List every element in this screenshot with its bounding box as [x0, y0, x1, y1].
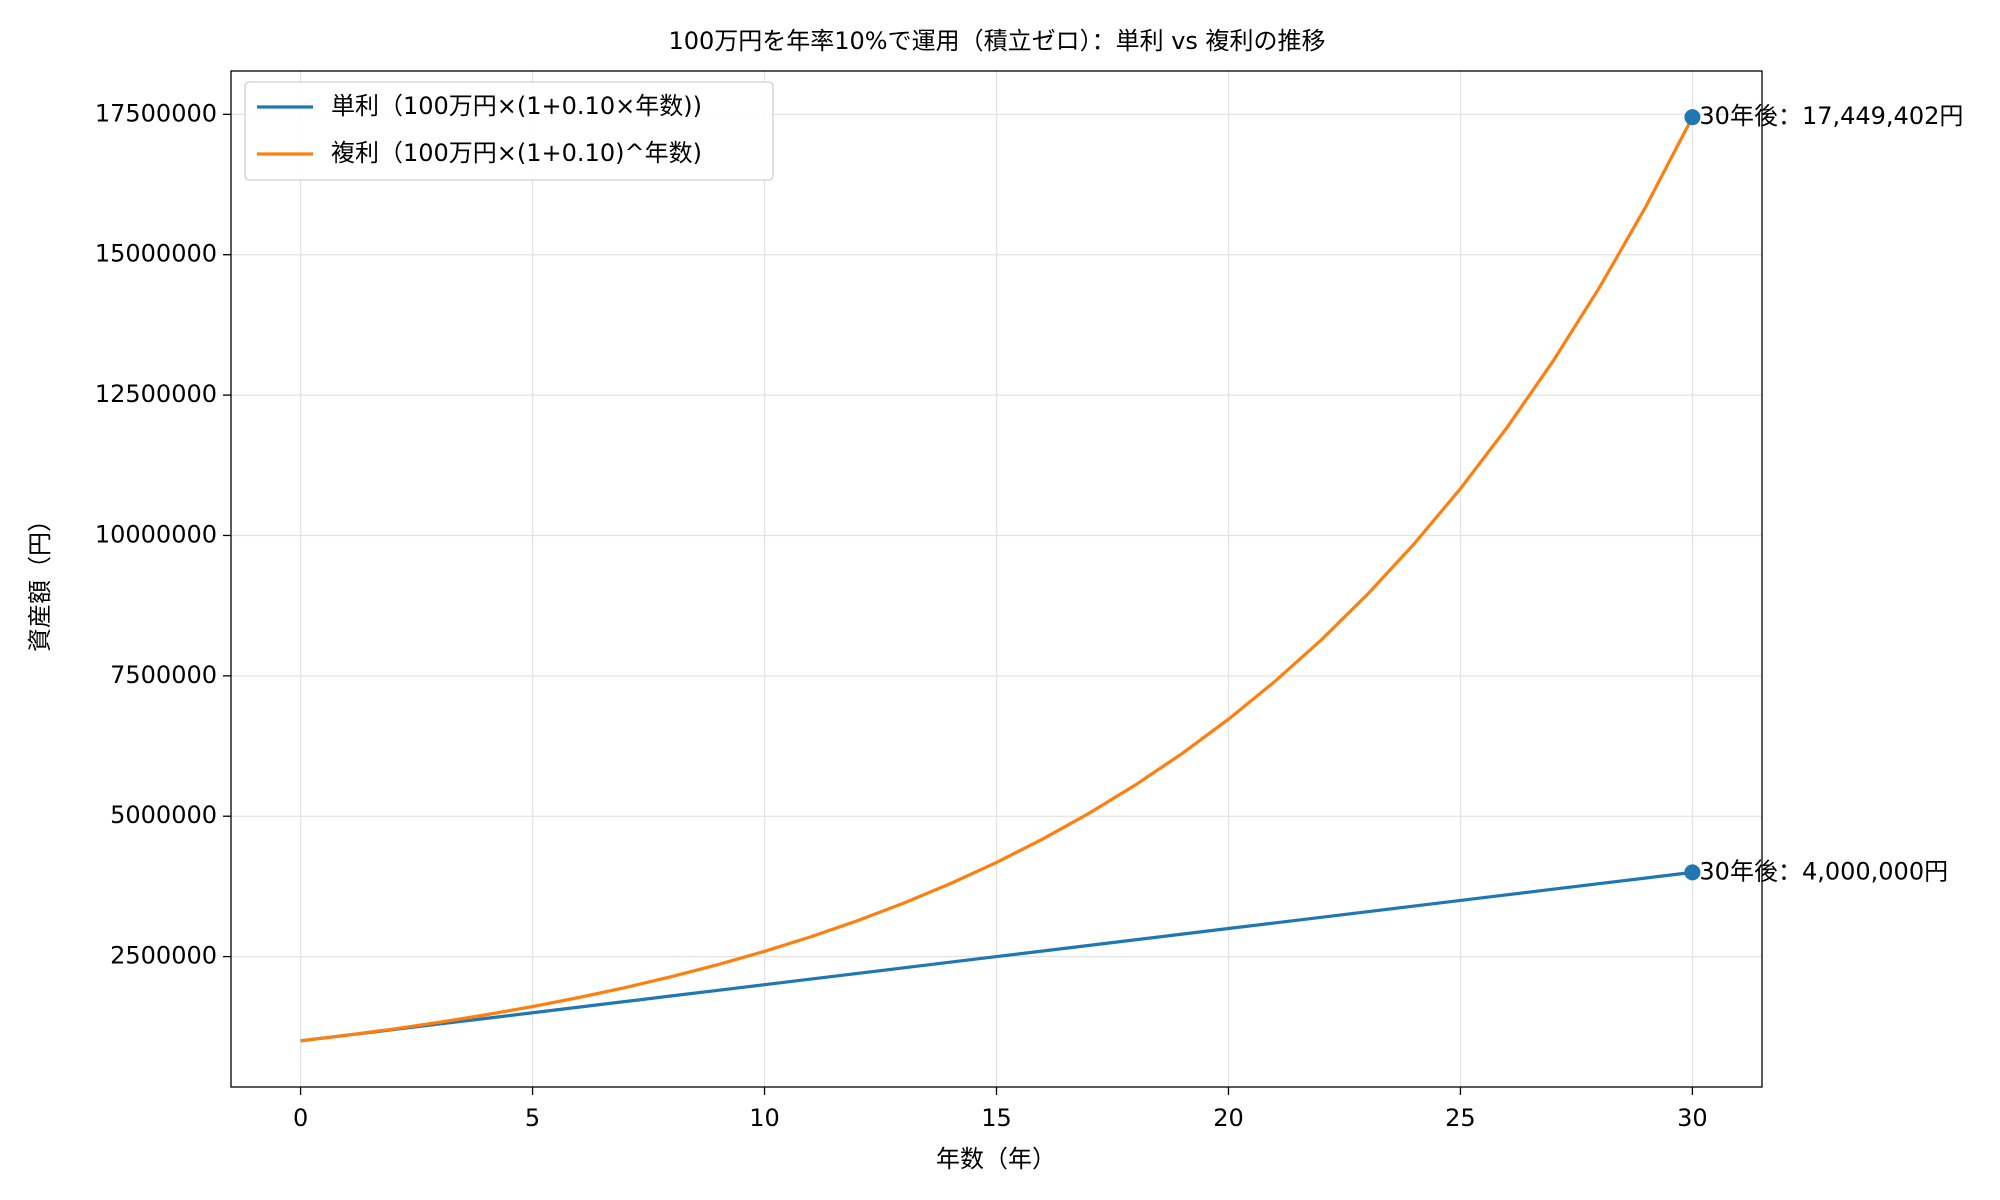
annotation-point — [1684, 864, 1701, 881]
y-axis-label: 資産額（円） — [26, 508, 54, 652]
legend-box — [244, 81, 774, 181]
annotation-point — [1684, 109, 1701, 126]
annotation-label: 30年後：17,449,402円 — [1699, 102, 1963, 130]
legend-label: 単利（100万円×(1+0.10×年数)) — [331, 92, 702, 120]
annotation-label: 30年後：4,000,000円 — [1699, 857, 1948, 885]
y-tick-label: 17500000 — [95, 99, 217, 127]
y-tick-label: 12500000 — [95, 380, 217, 408]
x-axis-label: 年数（年） — [936, 1145, 1056, 1173]
x-tick-label: 0 — [293, 1104, 308, 1132]
series-line — [300, 116, 1694, 1043]
series-line — [300, 870, 1693, 1043]
x-tick-label: 10 — [749, 1104, 780, 1132]
y-tick-label: 10000000 — [95, 520, 217, 548]
chart-title: 100万円を年率10%で運用（積立ゼロ）：単利 vs 複利の推移 — [668, 27, 1325, 55]
x-tick-label: 15 — [981, 1104, 1012, 1132]
y-tick-label: 7500000 — [110, 661, 217, 689]
legend-label: 複利（100万円×(1+0.10)^年数) — [331, 139, 702, 167]
plot-frame — [230, 70, 1763, 1088]
y-tick-label: 5000000 — [110, 801, 217, 829]
y-tick-label: 2500000 — [110, 942, 217, 970]
x-tick-label: 25 — [1445, 1104, 1476, 1132]
x-tick-label: 5 — [525, 1104, 540, 1132]
x-tick-label: 20 — [1213, 1104, 1244, 1132]
x-tick-label: 30 — [1677, 1104, 1708, 1132]
y-tick-label: 15000000 — [95, 240, 217, 268]
